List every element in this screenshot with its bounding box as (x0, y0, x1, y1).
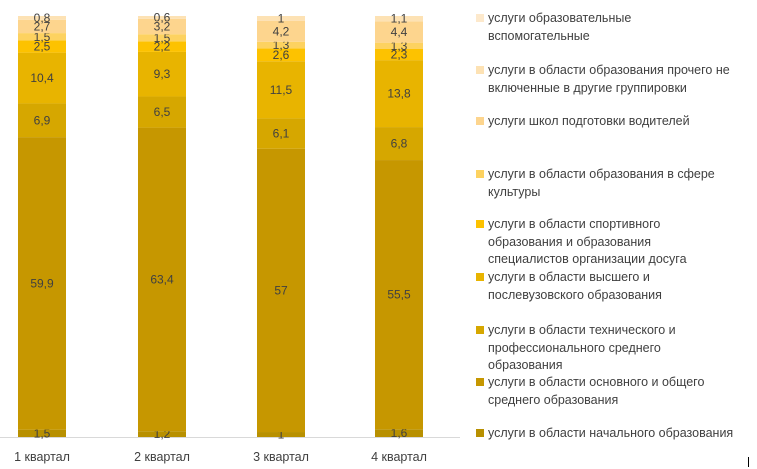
bar-segment (138, 16, 186, 19)
data-label: 1,5 (34, 30, 51, 44)
legend-item: услуги в области технического и професси… (476, 322, 756, 375)
legend-item: услуги в области спортивного образования… (476, 216, 756, 269)
legend-item: услуги школ подготовки водителей (476, 113, 756, 131)
bar-segment (257, 432, 305, 437)
data-label: 1,1 (391, 12, 408, 26)
data-label: 55,5 (387, 288, 411, 302)
bar-segment (138, 431, 186, 437)
legend-label: услуги в области спортивного образования… (488, 217, 687, 266)
data-label: 4,4 (391, 25, 408, 39)
bar-segment (18, 103, 66, 138)
data-label: 2,7 (34, 20, 51, 34)
legend-label: услуги в области основного и общего сред… (488, 375, 705, 407)
legend-item: услуги в области высшего и послевузовско… (476, 269, 756, 304)
bar-segment (375, 21, 423, 43)
bar-segment (375, 42, 423, 49)
bar-segment (375, 16, 423, 22)
bar-segment (257, 20, 305, 42)
bar-segment (375, 429, 423, 437)
legend-item: услуги в области образования в сфере кул… (476, 166, 756, 201)
data-label: 2,6 (273, 48, 290, 62)
data-label: 2,2 (154, 40, 171, 54)
data-label: 2,3 (391, 48, 408, 62)
bar-segment (18, 137, 66, 430)
bar-segment (375, 160, 423, 430)
bar-segment (138, 34, 186, 42)
data-label: 6,1 (273, 127, 290, 141)
legend-label: услуги в области высшего и послевузовско… (488, 270, 662, 302)
bar-segment (138, 127, 186, 432)
bar-segment (138, 18, 186, 35)
data-label: 2,5 (34, 40, 51, 54)
legend-item: услуги в области образования прочего не … (476, 62, 756, 97)
data-label: 9,3 (154, 67, 171, 81)
legend-swatch (476, 326, 484, 334)
bar-segment (18, 52, 66, 104)
bar-segment (257, 148, 305, 433)
bar-stack-1: 1,559,96,910,42,51,52,70,8 (18, 11, 66, 440)
bar-segment (138, 41, 186, 52)
bar-segment (18, 16, 66, 20)
bar-segment (18, 33, 66, 41)
legend-swatch (476, 378, 484, 386)
data-label: 1,6 (391, 426, 408, 440)
bar-stack-4: 1,655,56,813,82,31,34,41,1 (375, 12, 423, 440)
data-label: 0,6 (154, 10, 171, 24)
bar-segment (375, 48, 423, 61)
data-label: 1 (278, 11, 285, 25)
bar-segment (257, 61, 305, 119)
legend-label: услуги в области образования в сфере кул… (488, 167, 715, 199)
x-tick-label: 1 квартал (14, 450, 70, 464)
legend-item: услуги в области основного и общего сред… (476, 374, 756, 409)
x-tick-label: 2 квартал (134, 450, 190, 464)
legend-label: услуги в области начального образования (488, 426, 734, 440)
data-label: 11,5 (270, 83, 293, 97)
data-label: 1,5 (34, 426, 51, 440)
bar-segment (18, 40, 66, 53)
legend-label: услуги в области образования прочего не … (488, 63, 730, 95)
text-cursor (748, 457, 749, 467)
legend-item: услуги образовательные вспомогательные (476, 10, 756, 45)
bar-segment (257, 118, 305, 149)
data-label: 6,5 (154, 105, 171, 119)
data-label: 1,5 (154, 31, 171, 45)
data-label: 4,2 (273, 24, 290, 38)
data-label: 13,8 (387, 87, 411, 101)
data-label: 57 (274, 283, 288, 297)
x-tick-label: 4 квартал (371, 450, 427, 464)
data-label: 10,4 (30, 71, 54, 85)
legend-item: услуги в области начального образования (476, 425, 756, 443)
bar-segment (257, 41, 305, 49)
legend-swatch (476, 66, 484, 74)
legend-swatch (476, 170, 484, 178)
data-label: 6,9 (34, 113, 51, 127)
data-label: 1 (278, 428, 285, 442)
bar-segment (138, 96, 186, 128)
legend-label: услуги образовательные вспомогательные (488, 11, 632, 43)
legend-swatch (476, 273, 484, 281)
legend-swatch (476, 14, 484, 22)
data-label: 63,4 (150, 272, 174, 286)
bar-segment (138, 51, 186, 97)
bar-segment (375, 60, 423, 128)
legend-label: услуги в области технического и професси… (488, 323, 676, 372)
data-label: 3,2 (154, 20, 171, 34)
data-label: 59,9 (30, 276, 54, 290)
bar-segment (257, 48, 305, 62)
legend-label: услуги школ подготовки водителей (488, 114, 690, 128)
legend-swatch (476, 220, 484, 228)
legend-swatch (476, 117, 484, 125)
data-label: 6,8 (391, 137, 408, 151)
bar-stack-2: 1,263,46,59,32,21,53,20,6 (138, 10, 186, 441)
x-tick-label: 3 квартал (253, 450, 309, 464)
bar-segment (375, 127, 423, 161)
bar-segment (257, 16, 305, 21)
data-label: 0,8 (34, 11, 51, 25)
bar-segment (18, 19, 66, 34)
bar-segment (18, 429, 66, 437)
legend-swatch (476, 429, 484, 437)
